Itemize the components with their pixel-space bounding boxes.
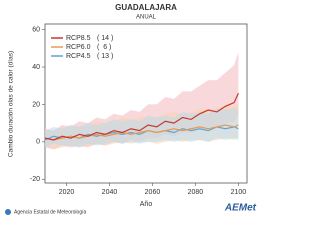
- chart-title: GUADALAJARA: [115, 3, 177, 12]
- y-tick-label: 20: [32, 101, 40, 108]
- y-tick-label: 0: [36, 139, 40, 146]
- legend-label: RCP6.0: [66, 44, 91, 51]
- y-tick-label: 40: [32, 64, 40, 71]
- chart-subtitle: ANUAL: [136, 15, 157, 21]
- y-tick-label: 60: [32, 26, 40, 33]
- logo: AEMet: [224, 203, 257, 214]
- y-tick-label: -20: [30, 176, 40, 183]
- x-tick-label: 2060: [145, 189, 161, 196]
- series-line: [44, 92, 239, 141]
- legend-count: ( 13 ): [97, 53, 113, 60]
- x-tick-label: 2100: [231, 189, 247, 196]
- uncertainty-band: [45, 108, 239, 148]
- series-line: [44, 124, 239, 141]
- x-tick-label: 2040: [102, 189, 118, 196]
- x-axis-label: Año: [140, 201, 153, 208]
- x-tick-label: 2020: [59, 189, 75, 196]
- legend-count: ( 6 ): [97, 44, 111, 51]
- legend-count: ( 14 ): [97, 35, 113, 42]
- chart: GUADALAJARA ANUAL Cambio duración olas d…: [5, 3, 257, 215]
- footer-icon: [5, 209, 11, 215]
- footer-text: Agencia Estatal de Meteorología: [14, 209, 86, 215]
- x-tick-label: 2080: [188, 189, 204, 196]
- legend-label: RCP4.5: [66, 53, 91, 60]
- legend-label: RCP8.5: [66, 35, 91, 42]
- y-axis-label: Cambio duración olas de calor (días): [8, 51, 15, 157]
